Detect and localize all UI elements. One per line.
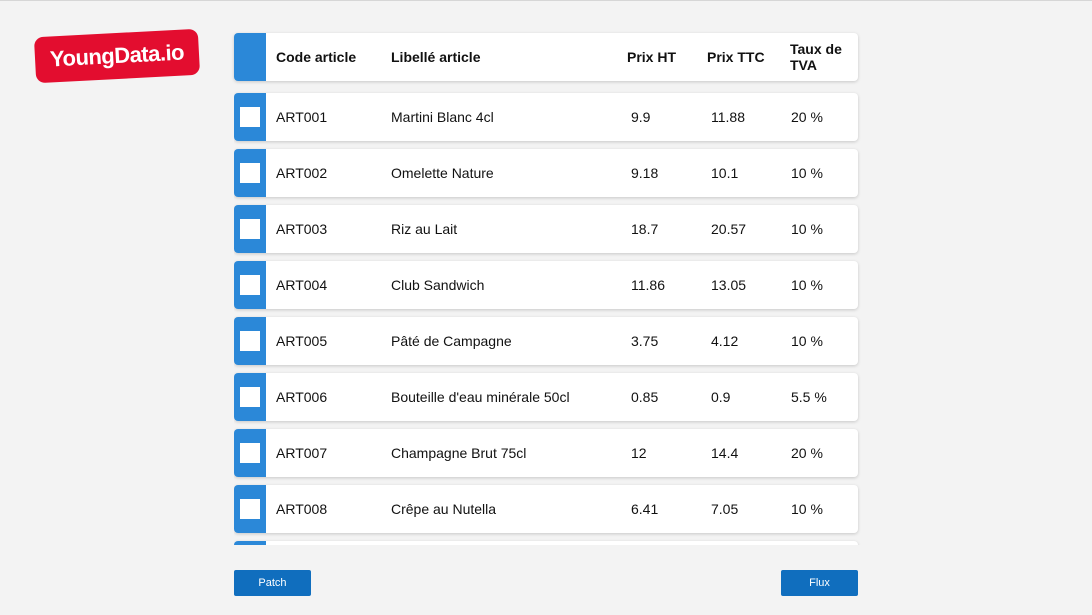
cell-code: ART003 (276, 221, 328, 237)
select-all-column[interactable] (234, 33, 266, 81)
cell-prix-ttc: 0.9 (711, 389, 731, 405)
cell-libelle: Omelette Nature (391, 165, 494, 181)
cell-libelle: Bouteille d'eau minérale 50cl (391, 389, 570, 405)
table-body[interactable]: ART001 Martini Blanc 4cl 9.9 11.88 20 % ART00… (234, 60, 864, 545)
header-code: Code article (276, 49, 357, 65)
cell-prix-ht: 9.9 (631, 109, 651, 125)
cell-code: ART007 (276, 445, 328, 461)
cell-taux-tva: 10 % (791, 333, 823, 349)
cell-code: ART004 (276, 277, 328, 293)
header-taux-tva: Taux de TVA (790, 41, 842, 73)
row-checkbox[interactable] (240, 331, 260, 351)
cell-prix-ht: 18.7 (631, 221, 659, 237)
cell-code: ART005 (276, 333, 328, 349)
cell-code: ART002 (276, 165, 328, 181)
cell-libelle: Champagne Brut 75cl (391, 445, 527, 461)
row-checkbox[interactable] (240, 219, 260, 239)
cell-taux-tva: 10 % (791, 277, 823, 293)
row-select-cell (234, 261, 266, 309)
row-select-cell (234, 149, 266, 197)
cell-taux-tva: 20 % (791, 445, 823, 461)
row-select-cell (234, 541, 266, 545)
cell-taux-tva: 10 % (791, 501, 823, 517)
cell-prix-ttc: 4.12 (711, 333, 739, 349)
row-select-cell (234, 485, 266, 533)
cell-libelle: Pâté de Campagne (391, 333, 512, 349)
table-header: Code article Libellé article Prix HT Pri… (234, 33, 858, 81)
cell-prix-ht: 0.85 (631, 389, 659, 405)
cell-prix-ttc: 10.1 (711, 165, 739, 181)
cell-prix-ttc: 11.88 (711, 109, 745, 125)
cell-taux-tva: 5.5 % (791, 389, 827, 405)
table-row[interactable]: ART001 Martini Blanc 4cl 9.9 11.88 20 % (234, 93, 858, 141)
row-checkbox[interactable] (240, 275, 260, 295)
youngdata-logo: YoungData.io (33, 28, 201, 84)
table-row[interactable]: ART004 Club Sandwich 11.86 13.05 10 % (234, 261, 858, 309)
row-select-cell (234, 317, 266, 365)
row-select-cell (234, 429, 266, 477)
row-select-cell (234, 205, 266, 253)
table-row[interactable]: ART008 Crêpe au Nutella 6.41 7.05 10 % (234, 485, 858, 533)
row-checkbox[interactable] (240, 443, 260, 463)
table-row[interactable]: ART007 Champagne Brut 75cl 12 14.4 20 % (234, 429, 858, 477)
cell-libelle: Martini Blanc 4cl (391, 109, 494, 125)
header-prix-ht: Prix HT (627, 49, 677, 65)
row-checkbox[interactable] (240, 107, 260, 127)
top-border (0, 0, 1092, 1)
row-select-cell (234, 93, 266, 141)
table-row[interactable]: ART006 Bouteille d'eau minérale 50cl 0.85 0… (234, 373, 858, 421)
cell-code: ART001 (276, 109, 328, 125)
cell-prix-ttc: 7.05 (711, 501, 739, 517)
patch-button[interactable]: Patch (234, 570, 311, 596)
cell-prix-ttc: 20.57 (711, 221, 747, 237)
cell-taux-tva: 20 % (791, 109, 823, 125)
cell-prix-ttc: 13.05 (711, 277, 747, 293)
row-checkbox[interactable] (240, 163, 260, 183)
cell-prix-ht: 9.18 (631, 165, 659, 181)
cell-prix-ttc: 14.4 (711, 445, 739, 461)
cell-code: ART008 (276, 501, 328, 517)
table-row[interactable]: ART002 Omelette Nature 9.18 10.1 10 % (234, 149, 858, 197)
table-row[interactable]: ART005 Pâté de Campagne 3.75 4.12 10 % (234, 317, 858, 365)
table-row[interactable]: ART003 Riz au Lait 18.7 20.57 10 % (234, 205, 858, 253)
cell-libelle: Riz au Lait (391, 221, 458, 237)
cell-taux-tva: 10 % (791, 221, 823, 237)
cell-prix-ht: 6.41 (631, 501, 659, 517)
row-checkbox[interactable] (240, 387, 260, 407)
table-row[interactable] (234, 541, 858, 545)
cell-libelle: Crêpe au Nutella (391, 501, 497, 517)
flux-button[interactable]: Flux (781, 570, 858, 596)
cell-prix-ht: 11.86 (631, 277, 665, 293)
cell-code: ART006 (276, 389, 328, 405)
header-libelle: Libellé article (391, 49, 481, 65)
row-select-cell (234, 373, 266, 421)
cell-prix-ht: 3.75 (631, 333, 659, 349)
cell-prix-ht: 12 (631, 445, 647, 461)
header-prix-ttc: Prix TTC (707, 49, 765, 65)
row-checkbox[interactable] (240, 499, 260, 519)
cell-libelle: Club Sandwich (391, 277, 485, 293)
cell-taux-tva: 10 % (791, 165, 823, 181)
logo-text: YoungData.io (49, 39, 185, 72)
